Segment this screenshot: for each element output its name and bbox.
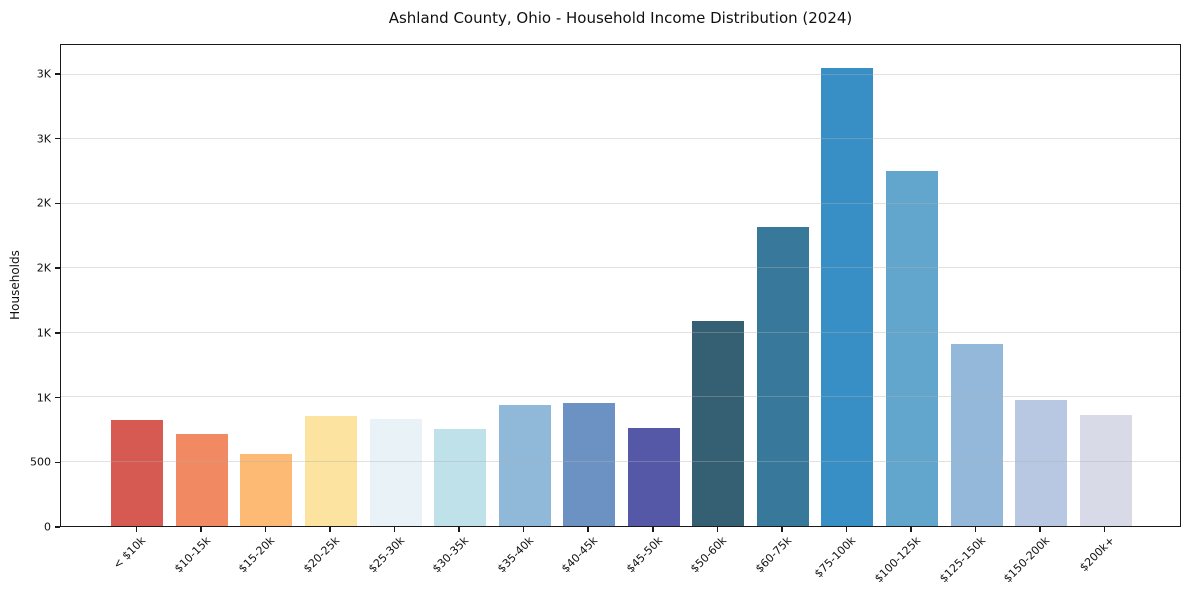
y-tick-label: 1K <box>36 391 51 404</box>
bar <box>692 320 745 526</box>
x-tick-label: $10-15k <box>171 534 214 576</box>
y-tick-label: 3K <box>36 67 51 81</box>
x-tick-mark <box>716 527 719 532</box>
bar <box>434 429 487 526</box>
x-tick-mark <box>135 527 138 532</box>
bar <box>111 420 164 526</box>
y-tick-mark <box>55 73 60 75</box>
x-tick-mark <box>458 527 460 532</box>
y-tick-label: 0 <box>44 520 51 534</box>
y-tick-mark <box>55 526 60 528</box>
x-tick-label: $35-40k <box>494 534 536 576</box>
gridline <box>61 73 1180 75</box>
x-tick-mark <box>329 527 331 532</box>
bar <box>756 227 809 526</box>
x-tick-label: < $10k <box>110 534 149 572</box>
y-tick-label: 2K <box>36 261 51 275</box>
gridline <box>61 267 1180 269</box>
x-tick-mark <box>522 527 525 532</box>
x-tick-label: $20-25k <box>300 534 343 576</box>
bar <box>886 171 939 526</box>
x-tick-label: $75-100k <box>812 534 859 581</box>
x-tick-mark <box>587 527 589 532</box>
x-tick-label: $45-50k <box>623 534 665 576</box>
y-tick-label: 2K <box>36 196 51 210</box>
y-tick-label: 3K <box>36 132 51 146</box>
y-tick-label: 500 <box>30 455 51 469</box>
bar <box>821 68 874 526</box>
x-tick-label: $150-200k <box>1001 534 1053 586</box>
x-tick-label: $40-45k <box>559 534 601 576</box>
y-tick-mark <box>55 202 60 205</box>
x-tick-label: $30-35k <box>430 534 472 576</box>
y-tick-mark <box>55 396 60 399</box>
gridline <box>61 202 1180 204</box>
gridline <box>61 138 1180 140</box>
x-tick-label: $125-150k <box>936 534 988 586</box>
bar <box>950 343 1003 526</box>
bar <box>1015 399 1068 526</box>
x-tick-mark <box>1039 527 1041 532</box>
chart-title: Ashland County, Ohio - Household Income … <box>388 9 853 27</box>
gridline <box>61 396 1180 398</box>
x-tick-mark <box>845 527 848 532</box>
bar <box>304 415 357 526</box>
bar <box>563 403 616 526</box>
plot-area <box>60 44 1181 527</box>
x-tick-label: $100-125k <box>872 534 924 586</box>
x-tick-mark <box>1103 527 1106 532</box>
x-tick-mark <box>652 527 654 532</box>
x-tick-label: $25-30k <box>365 534 407 576</box>
x-tick-mark <box>200 527 202 532</box>
gridline <box>61 331 1180 333</box>
x-tick-mark <box>974 527 977 532</box>
bar <box>1079 415 1132 526</box>
bar <box>498 404 551 526</box>
x-tick-label: $200k+ <box>1076 534 1117 575</box>
x-tick-mark <box>781 527 783 532</box>
y-tick-mark <box>55 267 60 269</box>
y-tick-mark <box>55 137 60 140</box>
x-tick-label: $50-60k <box>688 534 730 576</box>
y-tick-label: 1K <box>36 326 51 340</box>
bar <box>627 428 680 526</box>
x-tick-mark <box>264 527 267 532</box>
bar <box>369 418 422 526</box>
y-tick-mark <box>55 461 60 463</box>
x-tick-label: $15-20k <box>236 534 278 576</box>
x-tick-mark <box>393 527 396 532</box>
x-tick-mark <box>910 527 912 532</box>
y-tick-mark <box>55 332 60 334</box>
bar <box>175 433 228 526</box>
gridline <box>61 460 1180 462</box>
x-tick-label: $60-75k <box>752 534 795 576</box>
bar <box>240 454 293 526</box>
